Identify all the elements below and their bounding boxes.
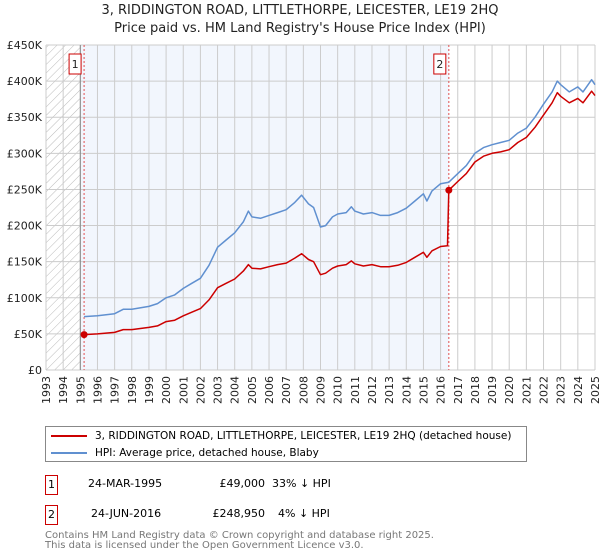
x-tick-label: 1994 [57,376,70,404]
x-tick-label: 2020 [503,376,516,404]
sale-marker-label: 2 [436,58,443,71]
footer-copyright: Contains HM Land Registry data © Crown c… [45,530,434,541]
x-tick-label: 2007 [280,376,293,404]
x-tick-label: 2013 [383,376,396,404]
x-tick-label: 2022 [538,376,551,404]
x-tick-label: 2016 [435,376,448,404]
y-tick-label: £450K [7,39,43,52]
transaction-hpi: 4% ↓ HPI [278,507,330,520]
sale-point [445,186,453,194]
legend-item-property: 3, RIDDINGTON ROAD, LITTLETHORPE, LEICES… [51,428,511,444]
sale-marker-badge [68,53,82,75]
y-tick-label: £400K [7,75,43,88]
transaction-price: £248,950 [212,507,266,520]
legend-item-hpi: HPI: Average price, detached house, Blab… [51,445,319,461]
x-tick-label: 2024 [572,376,585,404]
x-tick-label: 2017 [452,376,465,404]
y-tick-label: £0 [28,364,42,377]
x-tick-label: 1998 [126,376,139,404]
x-tick-label: 2010 [332,376,345,404]
chart-legend: 3, RIDDINGTON ROAD, LITTLETHORPE, LEICES… [45,426,527,462]
y-tick-label: £200K [7,220,43,233]
x-tick-label: 2001 [177,376,190,404]
x-tick-label: 2021 [520,376,533,404]
transaction-badge: 2 [45,505,58,525]
y-tick-label: £300K [7,147,43,160]
x-tick-label: 2019 [486,376,499,404]
chart-subtitle: Price paid vs. HM Land Registry's House … [114,21,486,36]
sale-point [80,331,88,339]
x-tick-label: 1997 [109,376,122,404]
x-tick-label: 1996 [91,376,104,404]
x-tick-label: 1999 [143,376,156,404]
x-tick-label: 2015 [417,376,430,404]
sale-marker-label: 1 [72,58,79,71]
x-tick-label: 2002 [194,376,207,404]
legend-label-hpi: HPI: Average price, detached house, Blab… [95,447,319,459]
hpi-line [84,78,596,318]
x-tick-label: 2000 [160,376,173,404]
x-tick-label: 2012 [366,376,379,404]
x-tick-label: 2005 [246,376,259,404]
transaction-date: 24-JUN-2016 [91,507,162,520]
y-tick-label: £350K [7,111,43,124]
property-price-line [84,90,596,336]
y-tick-label: £100K [7,292,43,305]
x-tick-label: 2011 [349,376,362,404]
ownership-shade [80,45,449,370]
legend-swatch-hpi [51,452,87,454]
y-tick-label: £150K [7,256,43,269]
x-tick-label: 2023 [555,376,568,404]
x-tick-label: 2018 [469,376,482,404]
y-tick-label: £250K [7,183,43,196]
x-tick-label: 2014 [400,376,413,404]
x-tick-label: 1995 [74,376,87,404]
chart-title: 3, RIDDINGTON ROAD, LITTLETHORPE, LEICES… [101,3,499,18]
price-chart: 1993 1994 1995 1996 1997 1998 1999 2000 2001 2002… [7,39,600,404]
x-tick-label: 2003 [212,376,225,404]
x-tick-label: 2025 [589,376,600,404]
x-tick-label: 2004 [229,376,242,404]
x-tick-label: 2008 [297,376,310,404]
y-tick-label: £50K [14,328,43,341]
legend-swatch-property [51,435,87,437]
x-tick-label: 2009 [315,376,328,404]
transaction-date: 24-MAR-1995 [88,477,163,490]
x-tick-label: 2006 [263,376,276,404]
sale-marker-badge [433,53,447,75]
footer-licence: This data is licensed under the Open Gov… [45,540,364,551]
x-tick-label: 1993 [40,376,53,404]
transaction-badge: 1 [45,475,58,495]
transaction-price: £49,000 [219,477,266,490]
transaction-hpi: 33% ↓ HPI [272,477,331,490]
footer-notice: Contains HM Land Registry data © Crown c… [45,531,434,551]
legend-label-property: 3, RIDDINGTON ROAD, LITTLETHORPE, LEICES… [95,430,512,442]
